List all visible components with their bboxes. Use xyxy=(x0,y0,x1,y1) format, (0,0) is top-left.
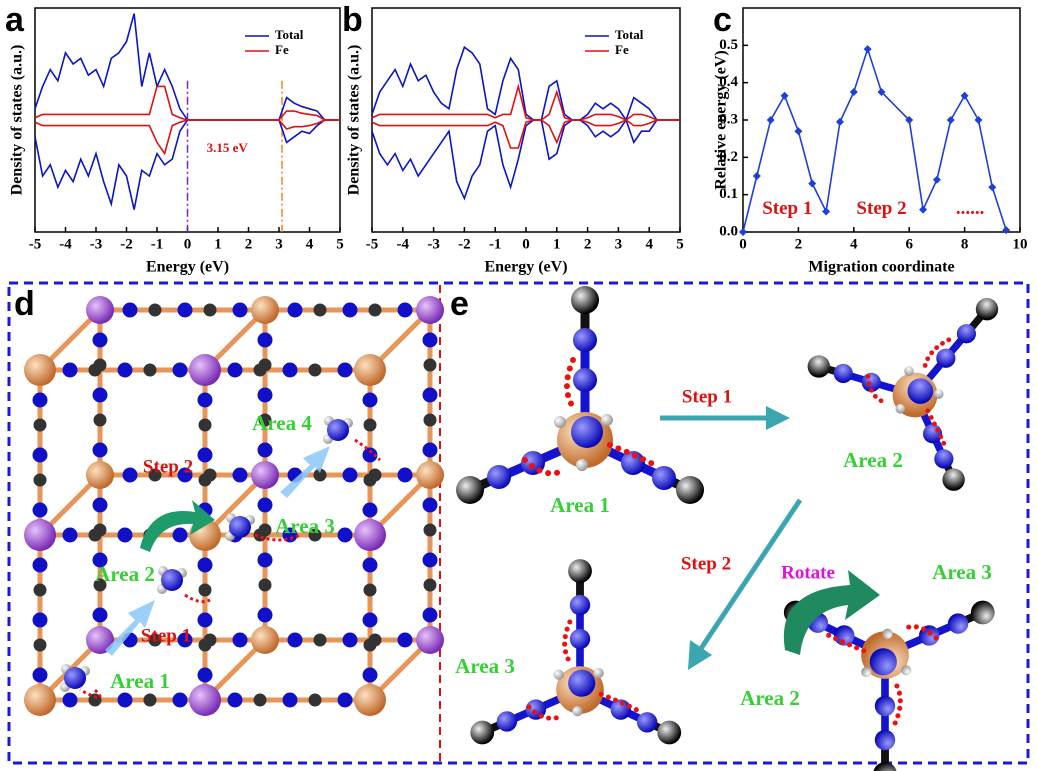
y-tick-label: 0.3 xyxy=(719,111,738,127)
step-label: Step 1 xyxy=(682,386,732,407)
y-tick-label: 0.1 xyxy=(719,186,738,202)
marker xyxy=(808,179,817,188)
x-tick-label: 8 xyxy=(961,236,969,252)
step-label: Step 2 xyxy=(681,553,731,574)
panel-label: a xyxy=(5,1,25,39)
x-tick-label: 2 xyxy=(795,236,803,252)
x-tick-label: 0 xyxy=(739,236,747,252)
x-tick-label: 0 xyxy=(184,236,192,252)
x-tick-label: 1 xyxy=(553,236,561,252)
x-tick-label: 4 xyxy=(645,236,653,252)
area-label: Area 3 xyxy=(932,560,992,584)
panel-label: d xyxy=(14,285,35,323)
area-label: Area 4 xyxy=(252,411,312,435)
marker xyxy=(766,116,775,124)
annotation: 3.15 eV xyxy=(207,140,249,155)
y-tick-label: 0.2 xyxy=(719,149,738,165)
x-tick-label: -3 xyxy=(427,236,440,252)
x-tick-label: 2 xyxy=(245,236,253,252)
x-tick-label: -1 xyxy=(151,236,164,252)
legend-label: Total xyxy=(615,27,644,42)
x-tick-label: 5 xyxy=(336,236,344,252)
area-label: Area 1 xyxy=(110,669,170,693)
y-tick-label: 0.0 xyxy=(719,223,738,239)
rotate-label: Rotate xyxy=(781,562,835,583)
area-label: Area 2 xyxy=(740,686,800,710)
molecules xyxy=(456,234,1037,771)
series-line xyxy=(34,119,340,156)
x-tick-label: -3 xyxy=(90,236,103,252)
marker xyxy=(974,116,983,124)
x-tick-label: 4 xyxy=(306,236,314,252)
area-label: Area 2 xyxy=(843,448,903,472)
marker xyxy=(919,205,928,214)
series-line xyxy=(371,119,680,149)
legend-label: Total xyxy=(275,27,304,42)
x-tick-label: 4 xyxy=(850,236,858,252)
marker xyxy=(877,88,886,96)
marker xyxy=(822,207,831,216)
x-tick-label: -4 xyxy=(397,236,410,252)
panel-label: c xyxy=(713,1,732,39)
x-tick-label: -2 xyxy=(458,236,471,252)
marker xyxy=(780,91,789,100)
marker xyxy=(988,183,997,192)
x-tick-label: -1 xyxy=(489,236,502,252)
x-tick-label: 10 xyxy=(1013,236,1028,252)
x-tick-label: 1 xyxy=(214,236,222,252)
x-tick-label: -2 xyxy=(120,236,133,252)
x-tick-label: 5 xyxy=(676,236,684,252)
x-tick-label: 0 xyxy=(522,236,530,252)
marker xyxy=(905,116,914,124)
lattice xyxy=(24,296,444,716)
marker xyxy=(960,91,969,100)
marker xyxy=(946,116,955,124)
legend-label: Fe xyxy=(615,42,629,57)
panel-label: e xyxy=(450,285,469,323)
marker xyxy=(739,228,747,236)
x-tick-label: 3 xyxy=(615,236,623,252)
marker xyxy=(863,45,872,54)
panel-label: b xyxy=(342,1,363,39)
marker xyxy=(752,172,761,180)
annotation: Step 1 xyxy=(762,198,812,219)
y-tick-label: 0.5 xyxy=(719,37,738,53)
x-axis-label: Migration coordinate xyxy=(808,259,954,276)
annotation: ...... xyxy=(956,198,985,219)
x-axis-label: Energy (eV) xyxy=(146,259,229,276)
marker xyxy=(932,175,941,184)
marker xyxy=(835,117,844,126)
area-label: Area 2 xyxy=(95,562,155,586)
marker xyxy=(794,127,803,136)
annotation: Step 2 xyxy=(856,198,906,219)
step-label: Step 2 xyxy=(143,456,193,477)
legend-label: Fe xyxy=(275,42,289,57)
x-tick-label: -4 xyxy=(59,236,72,252)
x-tick-label: 3 xyxy=(275,236,283,252)
x-tick-label: -5 xyxy=(29,236,42,252)
y-axis-label: Density of states (a.u.) xyxy=(9,45,26,196)
x-tick-label: -5 xyxy=(366,236,379,252)
y-axis-label: Density of states (a.u.) xyxy=(346,45,363,196)
area-label: Area 3 xyxy=(275,514,335,538)
y-tick-label: 0.4 xyxy=(719,74,738,90)
x-tick-label: 2 xyxy=(584,236,592,252)
y-axis-label: Relative energy (eV) xyxy=(713,50,730,190)
series-line xyxy=(371,83,680,121)
marker xyxy=(1002,226,1011,235)
series-line xyxy=(371,118,680,201)
x-tick-label: 6 xyxy=(905,236,913,252)
area-label: Area 1 xyxy=(550,493,610,517)
step-label: Step 1 xyxy=(141,625,191,646)
x-axis-label: Energy (eV) xyxy=(484,259,567,276)
marker xyxy=(849,88,858,96)
series-line xyxy=(371,45,680,122)
area-label: Area 3 xyxy=(455,654,515,678)
